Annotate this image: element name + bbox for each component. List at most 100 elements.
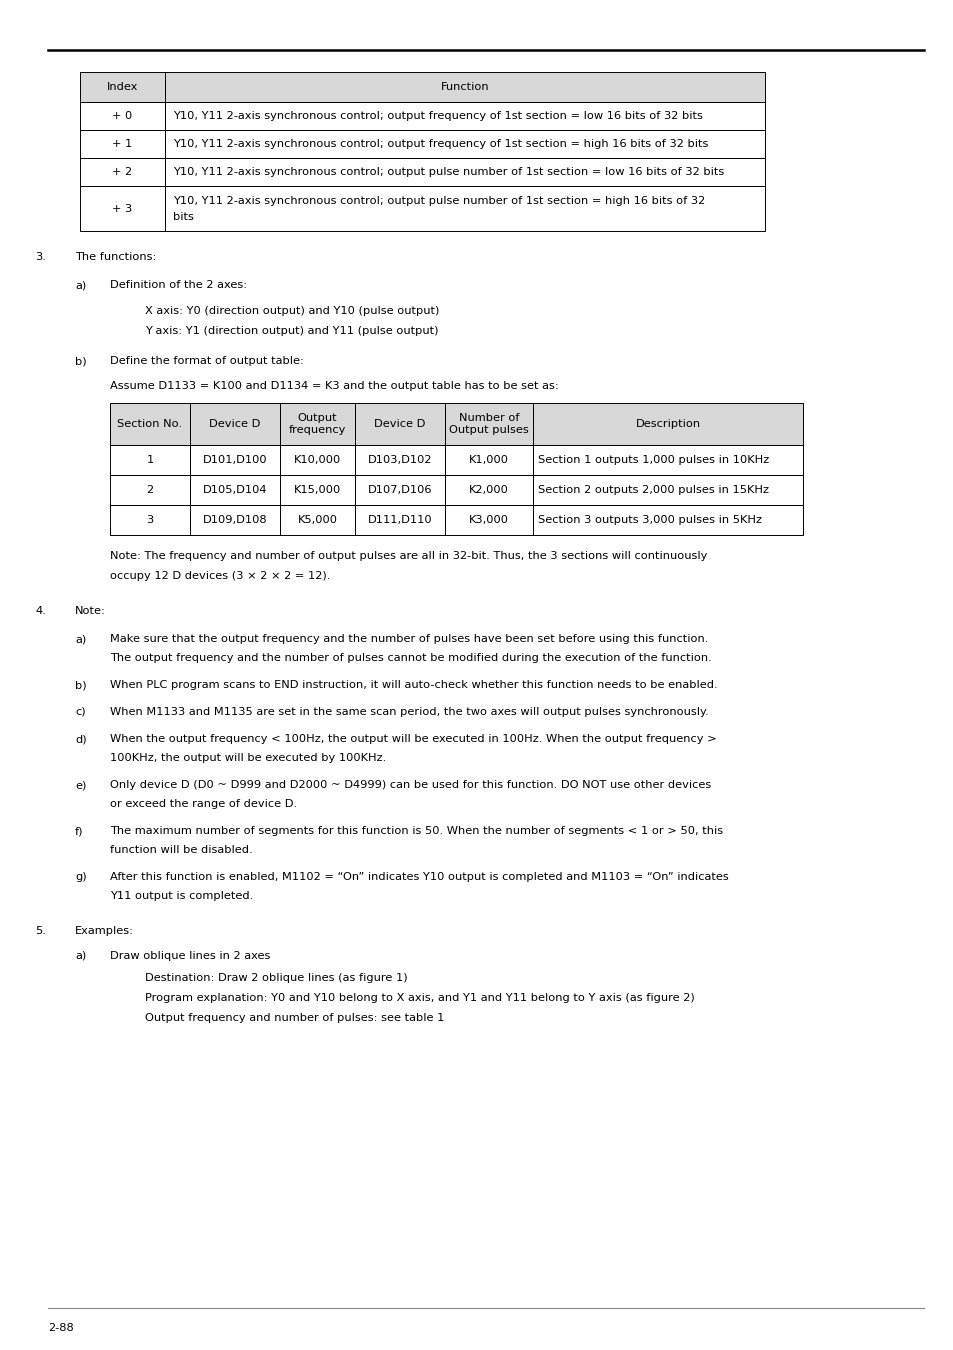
Text: K2,000: K2,000: [469, 485, 508, 495]
Text: Output frequency and number of pulses: see table 1: Output frequency and number of pulses: s…: [145, 1012, 444, 1023]
Text: 3: 3: [146, 514, 153, 525]
Text: 1: 1: [146, 455, 153, 464]
Bar: [355, 475, 444, 505]
Text: Destination: Draw 2 oblique lines (as figure 1): Destination: Draw 2 oblique lines (as fi…: [145, 973, 407, 983]
Text: K5,000: K5,000: [297, 514, 337, 525]
Text: a): a): [75, 634, 86, 644]
Text: Draw oblique lines in 2 axes: Draw oblique lines in 2 axes: [110, 950, 270, 961]
Bar: [80, 72, 165, 103]
Bar: [280, 505, 355, 535]
Bar: [110, 404, 190, 446]
Text: g): g): [75, 872, 87, 882]
Text: X axis: Y0 (direction output) and Y10 (pulse output): X axis: Y0 (direction output) and Y10 (p…: [145, 306, 439, 316]
Text: Make sure that the output frequency and the number of pulses have been set befor: Make sure that the output frequency and …: [110, 634, 708, 644]
Bar: [110, 446, 190, 475]
Text: D107,D106: D107,D106: [367, 485, 432, 495]
Bar: [80, 130, 165, 158]
Text: Function: Function: [440, 82, 489, 92]
Text: e): e): [75, 780, 87, 790]
Text: Definition of the 2 axes:: Definition of the 2 axes:: [110, 279, 247, 290]
Text: 5.: 5.: [35, 926, 46, 936]
Text: function will be disabled.: function will be disabled.: [110, 845, 253, 855]
Text: b): b): [75, 680, 87, 690]
Text: or exceed the range of device D.: or exceed the range of device D.: [110, 799, 296, 809]
Bar: [444, 404, 533, 446]
Text: When the output frequency < 100Hz, the output will be executed in 100Hz. When th: When the output frequency < 100Hz, the o…: [110, 734, 716, 744]
Text: Examples:: Examples:: [75, 926, 133, 936]
Text: Program explanation: Y0 and Y10 belong to X axis, and Y1 and Y11 belong to Y axi: Program explanation: Y0 and Y10 belong t…: [145, 994, 694, 1003]
Bar: [355, 446, 444, 475]
Text: + 2: + 2: [112, 167, 132, 177]
Text: a): a): [75, 279, 86, 290]
Text: 4.: 4.: [35, 606, 46, 616]
Text: D103,D102: D103,D102: [367, 455, 432, 464]
Bar: [533, 505, 802, 535]
Bar: [444, 505, 533, 535]
Text: d): d): [75, 734, 87, 744]
Text: + 0: + 0: [112, 111, 132, 122]
Text: Only device D (D0 ~ D999 and D2000 ~ D4999) can be used for this function. DO NO: Only device D (D0 ~ D999 and D2000 ~ D49…: [110, 780, 711, 790]
Text: When M1133 and M1135 are set in the same scan period, the two axes will output p: When M1133 and M1135 are set in the same…: [110, 707, 708, 717]
Bar: [280, 475, 355, 505]
Bar: [533, 404, 802, 446]
Text: K15,000: K15,000: [294, 485, 341, 495]
Bar: [110, 475, 190, 505]
Bar: [80, 186, 165, 231]
Bar: [165, 103, 764, 130]
Text: Y11 output is completed.: Y11 output is completed.: [110, 891, 253, 900]
Text: Y10, Y11 2-axis synchronous control; output frequency of 1st section = high 16 b: Y10, Y11 2-axis synchronous control; out…: [172, 139, 708, 148]
Text: occupy 12 D devices (3 × 2 × 2 = 12).: occupy 12 D devices (3 × 2 × 2 = 12).: [110, 571, 330, 580]
Text: Y axis: Y1 (direction output) and Y11 (pulse output): Y axis: Y1 (direction output) and Y11 (p…: [145, 325, 438, 336]
Bar: [444, 475, 533, 505]
Text: Section 3 outputs 3,000 pulses in 5KHz: Section 3 outputs 3,000 pulses in 5KHz: [537, 514, 761, 525]
Bar: [190, 404, 280, 446]
Text: Device D: Device D: [209, 418, 260, 429]
Bar: [533, 446, 802, 475]
Bar: [444, 446, 533, 475]
Text: When PLC program scans to END instruction, it will auto-check whether this funct: When PLC program scans to END instructio…: [110, 680, 717, 690]
Text: 3.: 3.: [35, 252, 46, 262]
Text: After this function is enabled, M1102 = “On” indicates Y10 output is completed a: After this function is enabled, M1102 = …: [110, 872, 728, 882]
Bar: [110, 505, 190, 535]
Text: Section 1 outputs 1,000 pulses in 10KHz: Section 1 outputs 1,000 pulses in 10KHz: [537, 455, 768, 464]
Text: Number of
Output pulses: Number of Output pulses: [449, 413, 528, 435]
Text: a): a): [75, 950, 86, 961]
Text: Note: The frequency and number of output pulses are all in 32-bit. Thus, the 3 s: Note: The frequency and number of output…: [110, 551, 706, 562]
Text: Output
frequency: Output frequency: [289, 413, 346, 435]
Bar: [165, 158, 764, 186]
Text: + 3: + 3: [112, 204, 132, 213]
Bar: [355, 505, 444, 535]
Text: K10,000: K10,000: [294, 455, 341, 464]
Text: D105,D104: D105,D104: [203, 485, 267, 495]
Text: D101,D100: D101,D100: [202, 455, 267, 464]
Bar: [80, 158, 165, 186]
Bar: [165, 130, 764, 158]
Text: bits: bits: [172, 212, 193, 221]
Text: Y10, Y11 2-axis synchronous control; output frequency of 1st section = low 16 bi: Y10, Y11 2-axis synchronous control; out…: [172, 111, 702, 122]
Text: D111,D110: D111,D110: [367, 514, 432, 525]
Text: 2-88: 2-88: [48, 1323, 73, 1332]
Text: K1,000: K1,000: [469, 455, 509, 464]
Text: b): b): [75, 356, 87, 366]
Text: Index: Index: [107, 82, 138, 92]
Text: Note:: Note:: [75, 606, 106, 616]
Text: D109,D108: D109,D108: [202, 514, 267, 525]
Text: K3,000: K3,000: [469, 514, 509, 525]
Text: Y10, Y11 2-axis synchronous control; output pulse number of 1st section = low 16: Y10, Y11 2-axis synchronous control; out…: [172, 167, 723, 177]
Text: c): c): [75, 707, 86, 717]
Text: Description: Description: [635, 418, 700, 429]
Bar: [165, 186, 764, 231]
Text: f): f): [75, 826, 84, 836]
Text: Device D: Device D: [374, 418, 425, 429]
Text: Section No.: Section No.: [117, 418, 182, 429]
Bar: [190, 446, 280, 475]
Bar: [190, 505, 280, 535]
Bar: [190, 475, 280, 505]
Bar: [165, 72, 764, 103]
Text: 100KHz, the output will be executed by 100KHz.: 100KHz, the output will be executed by 1…: [110, 753, 386, 763]
Bar: [533, 475, 802, 505]
Text: The functions:: The functions:: [75, 252, 156, 262]
Text: Assume D1133 = K100 and D1134 = K3 and the output table has to be set as:: Assume D1133 = K100 and D1134 = K3 and t…: [110, 381, 558, 392]
Bar: [80, 103, 165, 130]
Text: The maximum number of segments for this function is 50. When the number of segme: The maximum number of segments for this …: [110, 826, 722, 836]
